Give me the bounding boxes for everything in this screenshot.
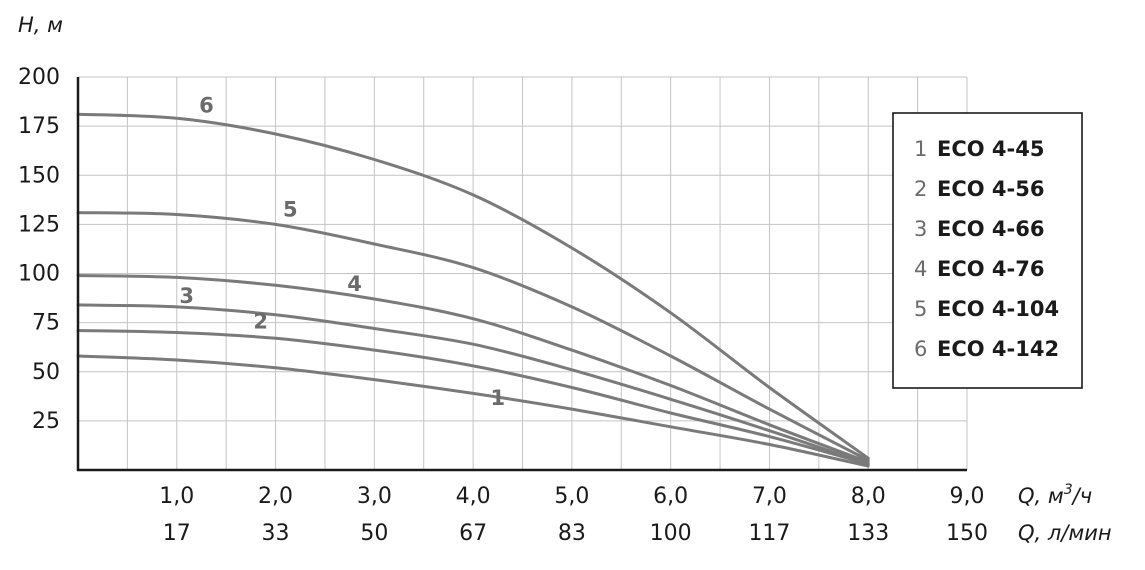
y-tick-label: 75 xyxy=(32,311,60,336)
legend-entry-number: 5 xyxy=(914,297,927,321)
x-tick-label: 7,0 xyxy=(752,484,787,509)
x2-tick-label: 117 xyxy=(748,521,790,546)
y-tick-label: 25 xyxy=(32,409,60,434)
legend-entry-number: 4 xyxy=(914,257,927,281)
x-axis-title: Q, м3/ч xyxy=(1018,482,1092,508)
legend-entry: 1 ECO 4-45 xyxy=(914,137,1044,161)
legend-entry-number: 2 xyxy=(914,177,927,201)
x-axis-title-sup: 3 xyxy=(1064,482,1073,498)
curve-label-6: 6 xyxy=(199,93,214,117)
x-tick-label: 6,0 xyxy=(653,484,688,509)
curve-label-1: 1 xyxy=(490,386,505,410)
y-axis-title: H, м xyxy=(18,13,63,37)
legend-entry: 6 ECO 4-142 xyxy=(914,337,1059,361)
x2-tick-label: 67 xyxy=(459,521,487,546)
curve-series-6 xyxy=(76,112,870,460)
axes xyxy=(76,77,967,472)
legend-entry: 3 ECO 4-66 xyxy=(914,217,1044,241)
curve-labels: 1 2 3 4 5 6 xyxy=(179,93,505,410)
x2-tick-label: 133 xyxy=(847,521,889,546)
x-tick-label: 9,0 xyxy=(950,484,985,509)
legend-entry-name: ECO 4-76 xyxy=(937,257,1044,281)
grid xyxy=(78,76,968,470)
curve-series-3 xyxy=(76,303,870,466)
y-tick-label: 200 xyxy=(18,65,60,90)
legend-entry-name: ECO 4-104 xyxy=(937,297,1059,321)
legend-entry-number: 6 xyxy=(914,337,927,361)
legend-entry-name: ECO 4-142 xyxy=(937,337,1059,361)
x2-tick-label: 83 xyxy=(558,521,586,546)
y-tick-label: 150 xyxy=(18,163,60,188)
x-tick-labels: 1,0 17 2,0 33 3,0 50 4,0 67 5,0 83 6,0 100 7,0 117 8,0… xyxy=(159,484,988,546)
legend: 1 ECO 4-45 2 ECO 4-56 3 ECO 4-66 4 ECO 4-76 5 ECO… xyxy=(892,112,1083,389)
curve-series-4 xyxy=(76,274,870,464)
x2-tick-label: 150 xyxy=(946,521,988,546)
curve-series-1 xyxy=(76,354,870,468)
legend-entry: 4 ECO 4-76 xyxy=(914,257,1044,281)
y-tick-labels: 25 50 75 100 125 150 175 200 xyxy=(18,65,60,434)
curve-series-2 xyxy=(76,329,870,466)
y-tick-label: 100 xyxy=(18,262,60,287)
x-tick-label: 5,0 xyxy=(554,484,589,509)
x-tick-label: 4,0 xyxy=(456,484,491,509)
x2-tick-label: 33 xyxy=(262,521,290,546)
x2-tick-label: 17 xyxy=(163,521,191,546)
curve-label-2: 2 xyxy=(253,310,268,334)
x-axis-title-base: Q, м xyxy=(1018,484,1064,508)
legend-entry: 2 ECO 4-56 xyxy=(914,177,1044,201)
y-tick-label: 50 xyxy=(32,360,60,385)
x2-tick-label: 50 xyxy=(360,521,388,546)
x2-axis-title: Q, л/мин xyxy=(1018,521,1112,545)
x-axis-title-tail: /ч xyxy=(1071,484,1092,508)
x-tick-label: 3,0 xyxy=(357,484,392,509)
curve-label-3: 3 xyxy=(179,284,194,308)
legend-entry-number: 1 xyxy=(914,137,927,161)
legend-entry-name: ECO 4-56 xyxy=(937,177,1044,201)
x-tick-label: 1,0 xyxy=(159,484,194,509)
legend-entry-name: ECO 4-66 xyxy=(937,217,1044,241)
x2-tick-label: 100 xyxy=(650,521,692,546)
y-tick-label: 175 xyxy=(18,114,60,139)
curve-label-5: 5 xyxy=(283,198,298,222)
x-tick-label: 8,0 xyxy=(851,484,886,509)
legend-box xyxy=(892,112,1083,389)
legend-entry-number: 3 xyxy=(914,217,927,241)
legend-entry: 5 ECO 4-104 xyxy=(914,297,1059,321)
legend-entry-name: ECO 4-45 xyxy=(937,137,1044,161)
x-tick-label: 2,0 xyxy=(258,484,293,509)
y-tick-label: 125 xyxy=(18,212,60,237)
series-curves xyxy=(76,112,870,468)
curve-label-4: 4 xyxy=(347,272,362,296)
curve-series-5 xyxy=(76,211,870,462)
